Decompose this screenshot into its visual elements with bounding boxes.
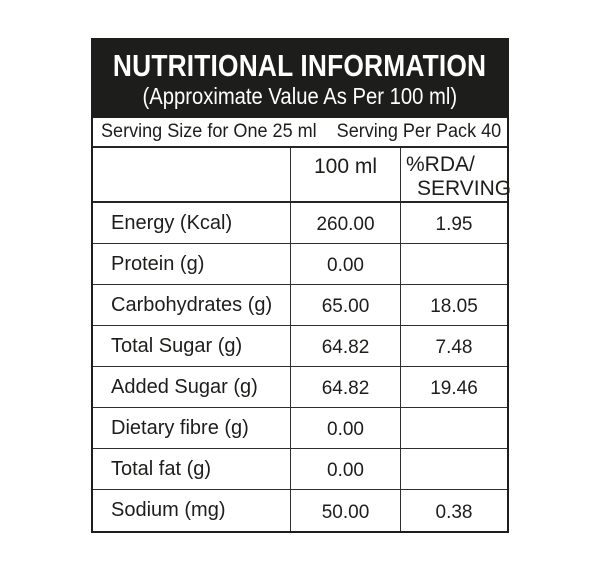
serving-per-pack-text: Serving Per Pack 40 — [336, 121, 502, 142]
serving-info-row: Serving Size for One 25 ml Serving Per P… — [93, 118, 507, 148]
nutrient-row-added-sugar: Added Sugar (g) 64.82 19.46 — [93, 367, 507, 408]
value-rda — [400, 449, 507, 489]
label-subtitle: (Approximate Value As Per 100 ml) — [142, 83, 458, 109]
serving-size-text: Serving Size for One 25 ml — [101, 121, 317, 142]
nutrient-row-total-fat: Total fat (g) 0.00 — [93, 449, 507, 490]
nutrient-label: Carbohydrates (g) — [111, 293, 273, 316]
nutrient-row-sodium: Sodium (mg) 50.00 0.38 — [93, 490, 507, 531]
nutrient-label: Sodium (mg) — [111, 499, 226, 521]
value-rda: 7.48 — [400, 326, 507, 366]
nutrient-label: Energy (Kcal) — [111, 211, 233, 234]
value-100ml: 65.00 — [290, 285, 400, 325]
value-rda — [400, 408, 507, 448]
column-header-rda-line1: %RDA/ — [406, 153, 475, 176]
nutrient-row-dietary-fibre: Dietary fibre (g) 0.00 — [93, 408, 507, 449]
nutrient-label: Added Sugar (g) — [111, 375, 258, 398]
column-header-100ml: 100 ml — [290, 148, 400, 201]
nutrient-row-protein: Protein (g) 0.00 — [93, 244, 507, 285]
nutrient-label: Total fat (g) — [111, 457, 212, 480]
value-100ml: 0.00 — [290, 408, 400, 448]
value-100ml: 0.00 — [290, 244, 400, 284]
column-header-rda: %RDA/ SERVING — [400, 148, 511, 201]
value-rda: 1.95 — [400, 203, 507, 243]
nutrient-label: Total Sugar (g) — [111, 334, 243, 357]
value-100ml: 64.82 — [290, 326, 400, 366]
label-title: NUTRITIONAL INFORMATION — [113, 48, 487, 83]
nutrient-label: Protein (g) — [111, 252, 205, 275]
column-header-nutrient — [93, 148, 290, 201]
value-rda — [400, 244, 507, 284]
value-rda: 19.46 — [400, 367, 507, 407]
nutrient-row-total-sugar: Total Sugar (g) 64.82 7.48 — [93, 326, 507, 367]
value-100ml: 0.00 — [290, 449, 400, 489]
nutrient-label: Dietary fibre (g) — [111, 416, 249, 439]
nutrient-row-carbohydrates: Carbohydrates (g) 65.00 18.05 — [93, 285, 507, 326]
value-100ml: 50.00 — [290, 490, 400, 531]
label-header: NUTRITIONAL INFORMATION (Approximate Val… — [93, 40, 507, 118]
column-header-row: 100 ml %RDA/ SERVING — [93, 148, 511, 203]
nutrient-row-energy: Energy (Kcal) 260.00 1.95 — [93, 203, 507, 244]
value-rda: 0.38 — [400, 490, 507, 531]
nutrition-label: NUTRITIONAL INFORMATION (Approximate Val… — [91, 38, 511, 533]
value-100ml: 64.82 — [290, 367, 400, 407]
value-rda: 18.05 — [400, 285, 507, 325]
value-100ml: 260.00 — [290, 203, 400, 243]
column-header-rda-line2: SERVING — [417, 177, 512, 200]
